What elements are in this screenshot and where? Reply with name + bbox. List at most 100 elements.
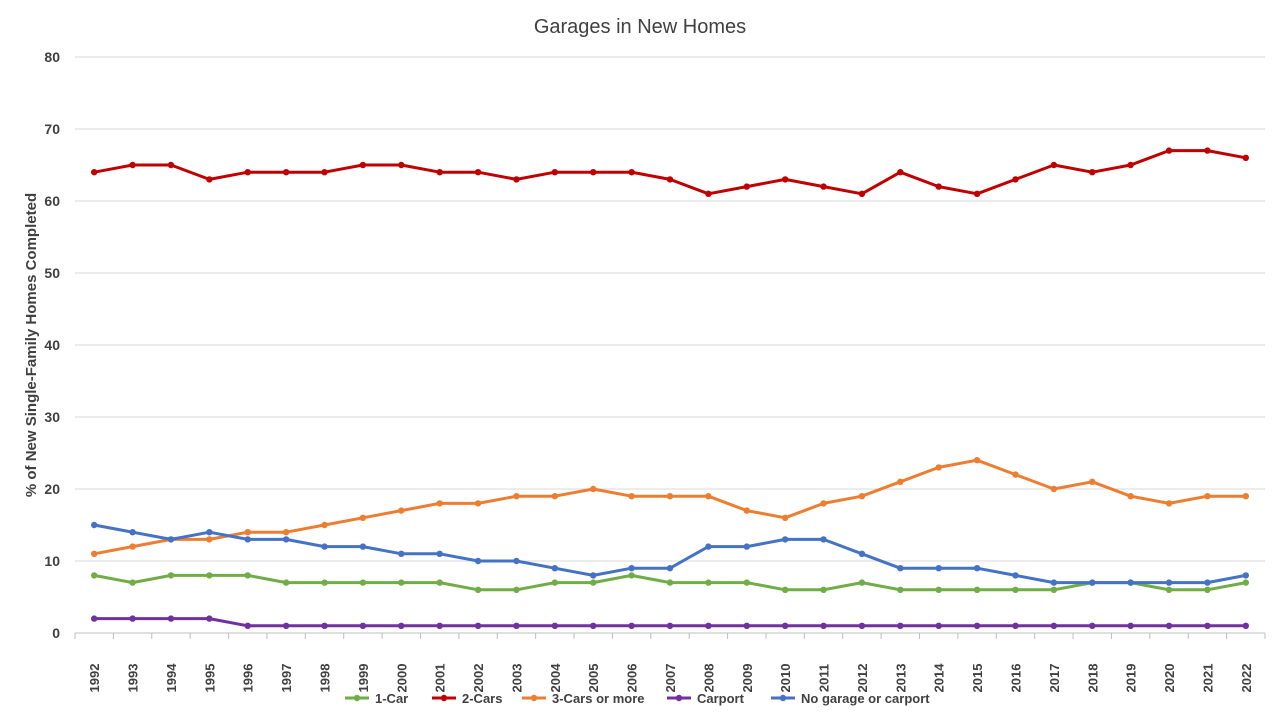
data-point [1204, 579, 1211, 586]
y-tick-label: 50 [44, 265, 60, 281]
data-point [705, 579, 712, 586]
data-point [321, 543, 328, 550]
legend-label: 3-Cars or more [552, 691, 644, 706]
data-point [666, 176, 674, 183]
data-point [705, 493, 712, 500]
data-point [359, 514, 367, 521]
data-point [935, 464, 942, 471]
data-point [436, 169, 443, 176]
data-point [628, 493, 635, 500]
data-point [1050, 586, 1058, 593]
data-point [206, 615, 213, 622]
data-point [743, 183, 750, 190]
data-point [1242, 154, 1250, 161]
data-point [666, 565, 674, 572]
data-point [551, 579, 559, 586]
data-point [282, 536, 290, 543]
data-point [820, 536, 827, 543]
legend-item: No garage or carport [771, 691, 930, 706]
data-point [743, 622, 750, 629]
data-point [628, 169, 635, 176]
data-point [666, 579, 674, 586]
x-tick-label: 2010 [778, 664, 793, 693]
x-tick-label: 2019 [1124, 664, 1139, 693]
data-point [628, 565, 635, 572]
series-2-cars [90, 147, 1250, 197]
data-point [743, 507, 750, 514]
data-point [398, 161, 405, 169]
x-tick-label: 2012 [855, 664, 870, 693]
x-tick-label: 1996 [241, 664, 256, 693]
data-point [244, 169, 251, 176]
data-point [551, 493, 559, 500]
data-point [781, 536, 789, 543]
data-point [820, 183, 827, 190]
data-point [129, 529, 136, 536]
data-point [321, 579, 328, 586]
data-point [1050, 485, 1058, 493]
data-point [206, 176, 213, 183]
data-point [705, 190, 712, 197]
data-point [1242, 622, 1250, 629]
data-point [90, 615, 98, 622]
series-carport [90, 615, 1250, 629]
data-point [206, 529, 213, 536]
data-point [1165, 586, 1173, 593]
y-tick-label: 0 [52, 625, 60, 641]
data-point [858, 493, 866, 500]
data-point [1204, 493, 1211, 500]
legend-item: 2-Cars [432, 691, 502, 706]
data-point [858, 190, 866, 197]
data-point [1127, 493, 1134, 500]
data-point [666, 622, 674, 629]
data-point [897, 565, 904, 572]
x-tick-label: 2004 [548, 663, 563, 693]
data-point [129, 161, 136, 169]
legend-swatch-marker [440, 694, 448, 702]
data-point [398, 507, 405, 514]
gridlines [75, 56, 1265, 562]
axes: 0 10 20 30 40 50 60 70 80 1992 1993 1994 1995 1996 199… [44, 49, 1266, 693]
data-point [513, 586, 520, 593]
data-point [705, 543, 712, 550]
data-point [897, 478, 904, 485]
data-point [321, 169, 328, 176]
data-point [1127, 622, 1134, 629]
data-point [359, 579, 367, 586]
data-point [474, 169, 482, 176]
data-point [1012, 471, 1019, 478]
data-point [1127, 579, 1134, 586]
x-tick-label: 1997 [279, 664, 294, 693]
data-point [897, 622, 904, 629]
data-point [398, 579, 405, 586]
legend-swatch-marker [675, 694, 683, 702]
data-point [474, 557, 482, 565]
data-point [551, 565, 559, 572]
data-point [973, 457, 981, 464]
data-point [820, 622, 827, 629]
legend-item: 3-Cars or more [522, 691, 644, 706]
data-point [590, 579, 597, 586]
y-tick-label: 20 [44, 481, 60, 497]
data-point [129, 615, 136, 622]
data-point [474, 500, 482, 507]
data-point [858, 579, 866, 586]
x-tick-label: 2015 [970, 664, 985, 693]
data-point [1050, 161, 1058, 169]
x-tick-label: 1998 [318, 664, 333, 693]
y-axis-label: % of New Single-Family Homes Completed [23, 193, 40, 497]
legend-label: No garage or carport [801, 691, 930, 706]
data-point [1050, 579, 1058, 586]
series-1-car [90, 572, 1250, 593]
series-no-garage-or-carport [90, 521, 1250, 586]
series-lines [90, 147, 1250, 629]
data-point [935, 565, 942, 572]
data-point [666, 493, 674, 500]
data-point [1050, 622, 1058, 629]
data-point [781, 586, 789, 593]
data-point [359, 543, 367, 550]
x-tick-label: 1995 [202, 664, 217, 693]
x-tick-label: 2011 [817, 664, 832, 692]
chart-title: Garages in New Homes [534, 16, 746, 38]
